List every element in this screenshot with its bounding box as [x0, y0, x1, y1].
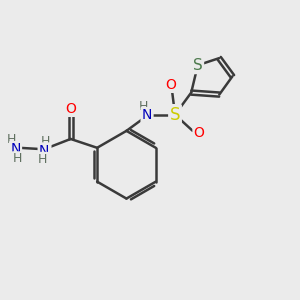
- Text: O: O: [65, 102, 76, 116]
- Text: O: O: [165, 78, 176, 92]
- Text: H: H: [38, 153, 47, 166]
- Text: H: H: [139, 100, 148, 113]
- Text: N: N: [39, 144, 49, 158]
- Text: N: N: [142, 108, 152, 122]
- Text: S: S: [170, 106, 180, 124]
- Text: H: H: [7, 133, 16, 146]
- Text: H: H: [41, 135, 50, 148]
- Text: H: H: [13, 152, 22, 166]
- Text: N: N: [11, 142, 21, 156]
- Text: O: O: [194, 126, 205, 140]
- Text: S: S: [193, 58, 202, 73]
